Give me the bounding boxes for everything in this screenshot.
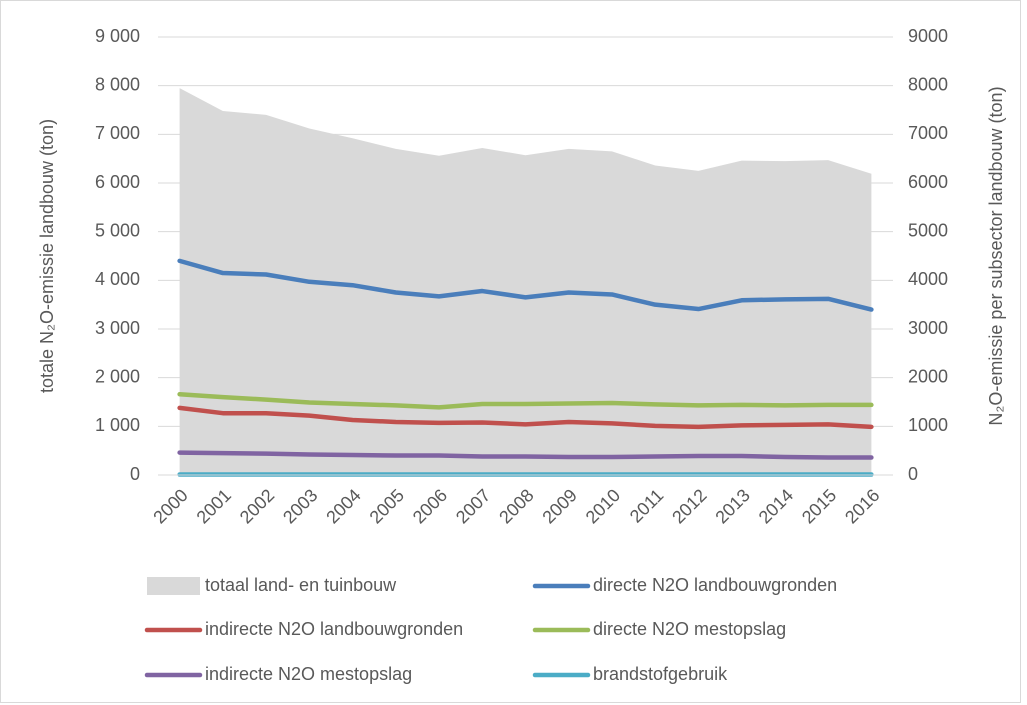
y2-tick-label: 0 [908, 464, 918, 484]
legend-label: indirecte N2O landbouwgronden [205, 619, 463, 639]
y-tick-label: 9 000 [95, 26, 140, 46]
legend-label: brandstofgebruik [593, 664, 728, 684]
y-tick-label: 6 000 [95, 172, 140, 192]
line [177, 391, 874, 410]
y-tick-label: 0 [130, 464, 140, 484]
y-tick-label: 4 000 [95, 269, 140, 289]
legend-swatch [147, 577, 200, 595]
area [179, 88, 872, 475]
line [177, 450, 874, 460]
y-tick-label: 5 000 [95, 220, 140, 240]
legend-label: totaal land- en tuinbouw [205, 575, 397, 595]
legend-label: directe N2O mestopslag [593, 619, 786, 639]
y-tick-label: 1 000 [95, 415, 140, 435]
y2-tick-label: 2000 [908, 366, 948, 386]
y2-tick-label: 9000 [908, 26, 948, 46]
y-tick-label: 2 000 [95, 366, 140, 386]
y2-tick-label: 6000 [908, 172, 948, 192]
y2-tick-label: 1000 [908, 415, 948, 435]
y-tick-label: 8 000 [95, 74, 140, 94]
legend-label: indirecte N2O mestopslag [205, 664, 412, 684]
y2-axis-label: N₂O-emissie per subsector landbouw (ton) [986, 86, 1006, 425]
line [177, 258, 874, 312]
y-tick-label: 7 000 [95, 123, 140, 143]
y-tick-label: 3 000 [95, 318, 140, 338]
y-axis-label: totale N₂O-emissie landbouw (ton) [37, 119, 57, 393]
y2-tick-label: 5000 [908, 220, 948, 240]
legend-label: directe N2O landbouwgronden [593, 575, 837, 595]
y2-tick-label: 4000 [908, 269, 948, 289]
y2-tick-label: 7000 [908, 123, 948, 143]
y2-tick-label: 8000 [908, 74, 948, 94]
y2-tick-label: 3000 [908, 318, 948, 338]
line [177, 405, 874, 430]
